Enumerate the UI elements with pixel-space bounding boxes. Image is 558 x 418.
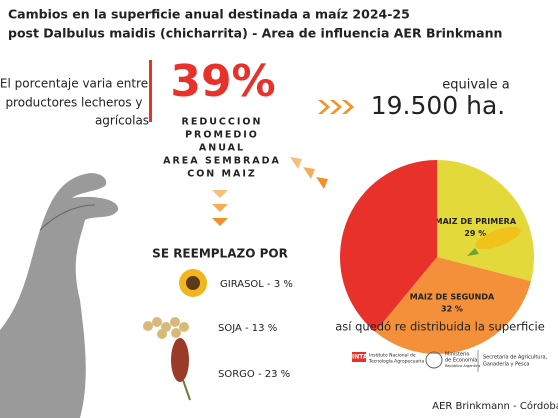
title: post Dalbulus maidis (chicharrita) - Are…: [8, 26, 502, 41]
ministry: de Economía: [445, 357, 477, 364]
caption: PROMEDIO: [185, 130, 259, 141]
slice-value-label: 32 %: [441, 305, 463, 314]
pie-slice: [437, 160, 534, 282]
replacement-item: SORGO - 23 %: [218, 369, 290, 380]
pie-slice: [339, 160, 437, 332]
hand-illustration: [0, 173, 119, 418]
footer-logos: INTA Instituto Nacional de Tecnología Ag…: [352, 350, 548, 372]
inta-name: Instituto Nacional de: [369, 353, 416, 359]
pie-caption: así quedó re distribuida la superficie: [335, 320, 545, 334]
caption: REDUCCION: [182, 117, 263, 128]
inta-logo: [352, 352, 366, 362]
ministry-seal: [425, 351, 443, 369]
slice-label: MAIZ DE SEGUNDA: [410, 293, 495, 302]
soy-icon: [143, 317, 189, 339]
equivalence-amount: 19.500 ha.: [371, 91, 506, 120]
replacement-item: SOJA - 13 %: [218, 323, 277, 334]
note: El porcentaje varia entre: [0, 77, 148, 91]
corn-icon: [467, 226, 521, 256]
secretariat: Secretaría de Agricultura,: [483, 354, 548, 361]
slice-value-label: 29 %: [464, 229, 486, 238]
divider: [149, 60, 152, 122]
inta-short: INTA: [352, 354, 368, 361]
inta-name: Tecnología Agropecuaria: [368, 358, 424, 365]
sunflower-icon: [179, 269, 207, 297]
note: productores lecheros y: [5, 96, 142, 110]
note: agrícolas: [95, 114, 149, 128]
pie-chart: MAIZ DE PRIMERA 29 % MAIZ DE SEGUNDA 32 %: [339, 160, 534, 354]
office: AER Brinkmann - Córdoba: [432, 400, 558, 412]
caption: ANUAL: [199, 143, 245, 154]
headline-figure: 39%: [170, 56, 275, 107]
chevrons: [212, 100, 354, 226]
pie-slice: [375, 257, 531, 354]
secretariat: Ganadería y Pesca: [483, 361, 529, 368]
ministry: República Argentina: [445, 364, 480, 368]
sorghum-icon: [171, 338, 191, 401]
replacement-item: GIRASOL - 3 %: [220, 279, 293, 290]
equivalence-lead: equivale a: [442, 78, 509, 93]
title: Cambios en la superficie anual destinada…: [8, 7, 410, 22]
replacement-title: SE REEMPLAZO POR: [152, 247, 288, 261]
caption: AREA SEMBRADA: [163, 156, 281, 167]
caption: CON MAIZ: [187, 169, 257, 180]
ministry: Ministerio: [445, 352, 469, 358]
slice-label: MAIZ DE PRIMERA: [435, 217, 517, 226]
